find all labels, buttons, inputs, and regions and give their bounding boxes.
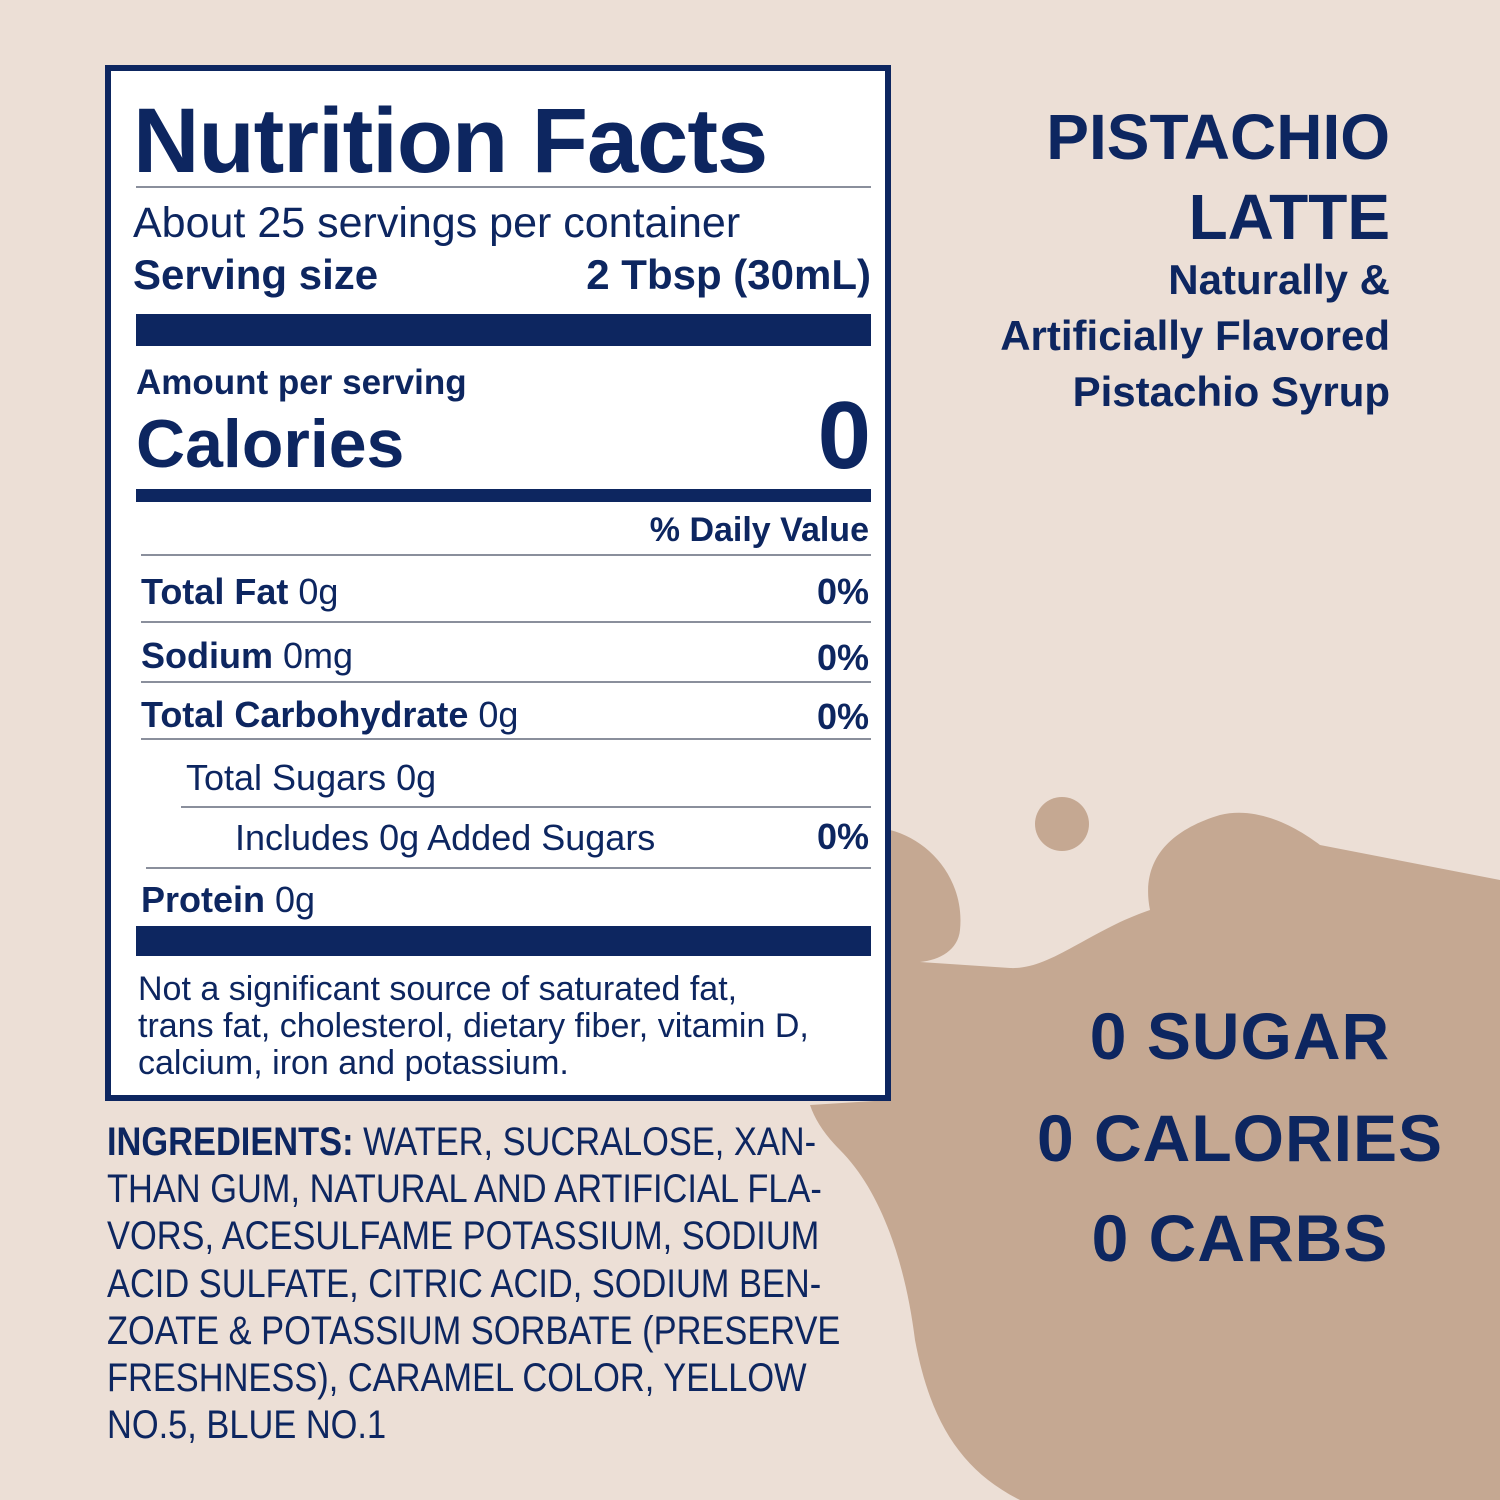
dv-added-sugars: 0%	[816, 816, 869, 857]
dv-total-carbohydrate: 0%	[816, 696, 869, 737]
splash-droplet	[1035, 797, 1089, 851]
ingredients-line: ACID SULFATE, CITRIC ACID, SODIUM BEN-	[107, 1262, 822, 1306]
product-desc-line3: Pistachio Syrup	[1072, 368, 1390, 415]
medium-divider	[136, 489, 871, 502]
ingredients-line: NO.5, BLUE NO.1	[107, 1403, 387, 1447]
calories-label: Calories	[136, 406, 405, 482]
claim-calories: 0 CALORIES	[1036, 1101, 1444, 1175]
splash-shape	[810, 812, 1500, 1500]
product-name-line1: PISTACHIO	[1046, 101, 1390, 173]
row-sodium: Sodium 0mg	[141, 635, 354, 676]
product-desc-line1: Naturally &	[1168, 256, 1390, 303]
row-protein: Protein 0g	[141, 879, 316, 920]
footnote: Not a significant source of saturated fa…	[138, 970, 809, 1082]
thick-divider-bottom	[136, 926, 871, 956]
claim-carbs: 0 CARBS	[1091, 1201, 1389, 1275]
daily-value-header: % Daily Value	[649, 511, 869, 549]
servings-per-container: About 25 servings per container	[133, 199, 741, 247]
nutrition-facts-label: Nutrition Facts About 25 servings per co…	[105, 65, 891, 1101]
row-total-carbohydrate: Total Carbohydrate 0g	[141, 694, 519, 735]
serving-size-value: 2 Tbsp (30mL)	[586, 251, 871, 298]
calories-value: 0	[817, 382, 871, 489]
ingredients-line: VORS, ACESULFAME POTASSIUM, SODIUM	[107, 1214, 820, 1258]
product-desc-line2: Artificially Flavored	[1000, 312, 1390, 359]
row-added-sugars: Includes 0g Added Sugars	[235, 817, 656, 858]
claim-sugar: 0 SUGAR	[1089, 999, 1391, 1073]
amount-per-serving: Amount per serving	[136, 363, 467, 402]
ingredients-line: FRESHNESS), CARAMEL COLOR, YELLOW	[107, 1356, 807, 1400]
dv-sodium: 0%	[816, 637, 869, 678]
ingredients-label: INGREDIENTS:	[107, 1120, 354, 1164]
ingredients-line: THAN GUM, NATURAL AND ARTIFICIAL FLA-	[107, 1167, 822, 1211]
ingredients-line: ZOATE & POTASSIUM SORBATE (PRESERVE	[107, 1309, 841, 1353]
dv-total-fat: 0%	[816, 571, 869, 612]
product-name-line2: LATTE	[1188, 181, 1390, 253]
row-total-fat: Total Fat 0g	[141, 571, 339, 612]
label-title: Nutrition Facts	[133, 90, 768, 192]
thick-divider	[136, 314, 871, 346]
serving-size-label: Serving size	[133, 251, 379, 298]
row-total-sugars: Total Sugars 0g	[186, 757, 437, 798]
